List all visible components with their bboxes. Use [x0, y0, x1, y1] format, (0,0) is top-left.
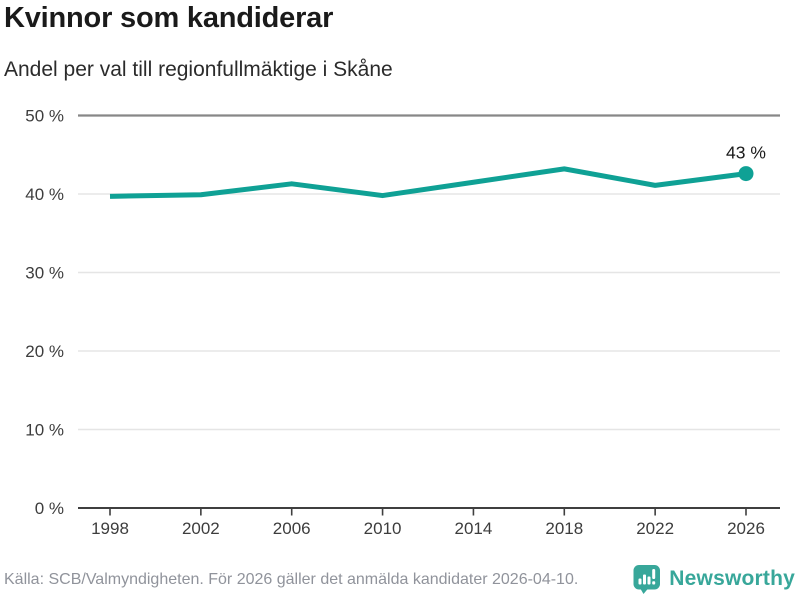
x-tick-label: 2018 [545, 519, 583, 538]
page-title: Kvinnor som kandiderar [4, 2, 334, 34]
newsworthy-logo-icon [633, 564, 661, 594]
source-note: Källa: SCB/Valmyndigheten. För 2026 gäll… [4, 571, 579, 588]
x-tick-label: 2010 [364, 519, 402, 538]
end-point-marker [738, 166, 754, 182]
y-tick-label: 50 % [25, 107, 64, 126]
x-tick-label: 1998 [91, 519, 129, 538]
x-tick-label: 2014 [455, 519, 493, 538]
footer: Källa: SCB/Valmyndigheten. För 2026 gäll… [0, 560, 800, 600]
y-tick-label: 10 % [25, 421, 64, 440]
newsworthy-brand[interactable]: Newsworthy [633, 562, 795, 596]
y-tick-label: 30 % [25, 264, 64, 283]
page-subtitle: Andel per val till regionfullmäktige i S… [4, 58, 393, 81]
x-tick-label: 2022 [636, 519, 674, 538]
data-line-series [109, 166, 747, 199]
x-tick-label: 2026 [727, 519, 765, 538]
line-chart: 0 % 10 % 20 % 30 % 40 % 50 % 1998 2002 2006 2010 2… [25, 107, 780, 538]
x-tick-label: 2006 [273, 519, 311, 538]
x-tick-label: 2002 [182, 519, 220, 538]
end-point-value-label: 43 % [726, 143, 766, 163]
brand-name: Newsworthy [669, 567, 795, 590]
y-tick-label: 40 % [25, 185, 64, 204]
y-tick-label: 0 % [35, 499, 64, 518]
y-tick-label: 20 % [25, 342, 64, 361]
